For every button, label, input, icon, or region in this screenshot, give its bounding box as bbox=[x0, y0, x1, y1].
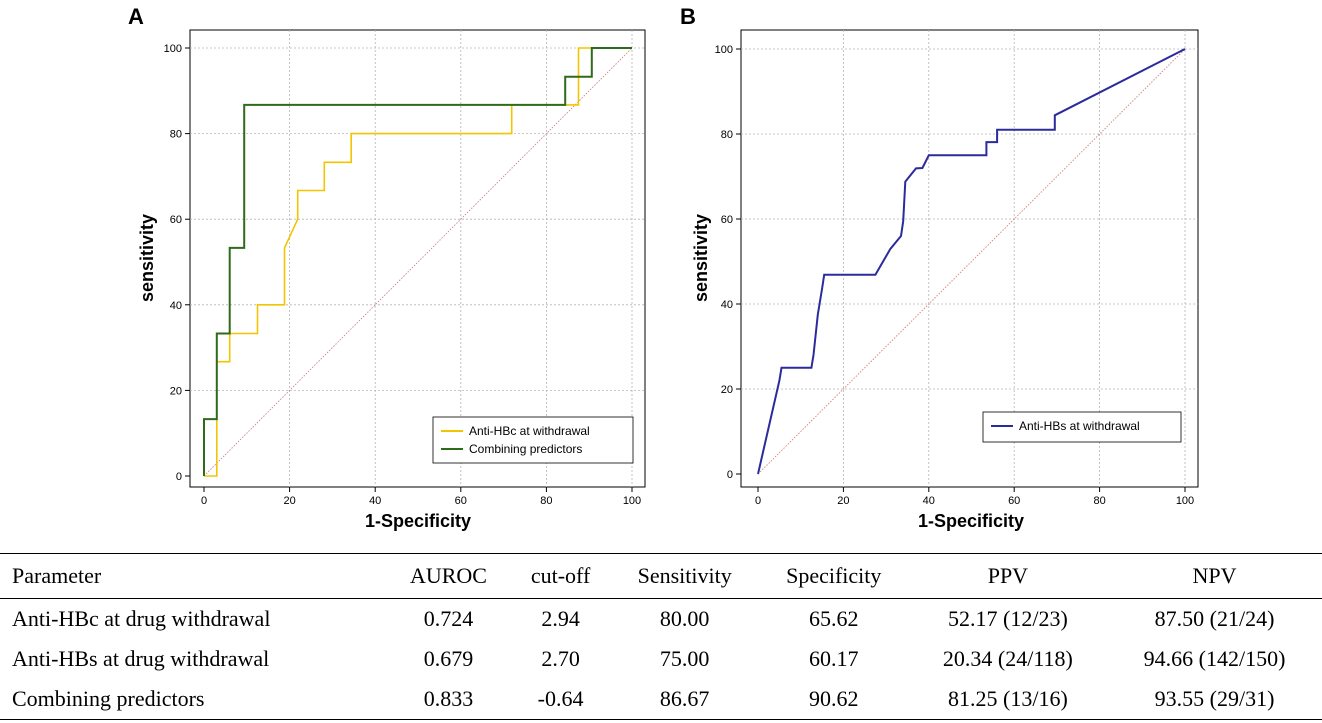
cell-specificity: 65.62 bbox=[809, 606, 859, 631]
header-specificity: Specificity bbox=[786, 563, 882, 588]
cell-npv: 93.55 (29/31) bbox=[1154, 686, 1275, 711]
table-header-row: Parameter AUROC cut-off Sensitivity Spec… bbox=[0, 553, 1322, 599]
panel-b-x-tick-label: 80 bbox=[1093, 495, 1105, 507]
cell-auroc: 0.833 bbox=[423, 686, 474, 711]
cell-parameter: Combining predictors bbox=[12, 686, 205, 711]
cell-sensitivity: 86.67 bbox=[659, 686, 710, 711]
panel-a-y-tick-label: 20 bbox=[170, 385, 182, 397]
panel-b-y-tick-label: 60 bbox=[721, 214, 733, 226]
cell-sensitivity: 80.00 bbox=[659, 606, 710, 631]
cell-parameter: Anti-HBs at drug withdrawal bbox=[12, 646, 270, 671]
panel-b-y-tick-label: 100 bbox=[715, 44, 733, 56]
panel-b-y-axis-label: sensitivity bbox=[691, 214, 711, 302]
panel-a-y-tick-label: 60 bbox=[170, 214, 182, 226]
panel-b-y-tick-label: 80 bbox=[721, 129, 733, 141]
cell-specificity: 60.17 bbox=[809, 646, 859, 671]
panel-a-x-tick-label: 100 bbox=[623, 495, 641, 507]
cell-ppv: 20.34 (24/118) bbox=[942, 646, 1073, 671]
panel-a-letter: A bbox=[128, 4, 144, 29]
cell-cutoff: 2.70 bbox=[541, 646, 580, 671]
cell-sensitivity: 75.00 bbox=[659, 646, 710, 671]
panel-b-plot-frame bbox=[740, 29, 1199, 488]
results-table: Parameter AUROC cut-off Sensitivity Spec… bbox=[0, 553, 1322, 720]
cell-ppv: 81.25 (13/16) bbox=[948, 686, 1068, 711]
cell-specificity: 90.62 bbox=[809, 686, 859, 711]
cell-ppv: 52.17 (12/23) bbox=[948, 606, 1068, 631]
panel-b-letter: B bbox=[680, 4, 696, 29]
header-auroc: AUROC bbox=[409, 563, 487, 588]
panel-a-x-tick-label: 60 bbox=[455, 495, 467, 507]
cell-npv: 87.50 (21/24) bbox=[1154, 606, 1275, 631]
panel-a-x-tick-label: 0 bbox=[201, 495, 207, 507]
cell-cutoff: 2.94 bbox=[541, 606, 580, 631]
header-ppv: PPV bbox=[987, 563, 1029, 588]
panel-b-x-tick-label: 20 bbox=[837, 495, 849, 507]
panel-a-y-tick-label: 0 bbox=[176, 471, 182, 483]
panel-a-x-tick-label: 20 bbox=[283, 495, 295, 507]
header-parameter: Parameter bbox=[12, 563, 102, 588]
panel-a-x-tick-label: 80 bbox=[540, 495, 552, 507]
panel-a-series-line-1 bbox=[204, 47, 632, 477]
panel-b-y-tick-label: 20 bbox=[721, 384, 733, 396]
panel-a-x-tick-label: 40 bbox=[369, 495, 381, 507]
panel-a-series-line-2 bbox=[203, 47, 632, 476]
cell-auroc: 0.679 bbox=[423, 646, 474, 671]
panel-b-y-tick-label: 40 bbox=[721, 299, 733, 311]
table-row: Anti-HBs at drug withdrawal 0.679 2.70 7… bbox=[0, 639, 1322, 679]
panel-b-x-tick-label: 0 bbox=[755, 495, 761, 507]
panel-b-x-tick-label: 100 bbox=[1176, 495, 1194, 507]
panel-b-x-tick-label: 60 bbox=[1008, 495, 1020, 507]
panel-a-plot-frame bbox=[189, 29, 646, 488]
table-row: Combining predictors 0.833 -0.64 86.67 9… bbox=[0, 679, 1322, 720]
panel-a-legend-label-1: Anti-HBc at withdrawal bbox=[469, 424, 590, 438]
panel-a-x-axis-label: 1-Specificity bbox=[365, 511, 471, 531]
panel-b-x-tick-label: 40 bbox=[923, 495, 935, 507]
panel-a-legend-label-2: Combining predictors bbox=[469, 442, 582, 456]
cell-auroc: 0.724 bbox=[423, 606, 474, 631]
table-row: Anti-HBc at drug withdrawal 0.724 2.94 8… bbox=[0, 599, 1322, 640]
panel-b-series-line-1 bbox=[757, 48, 1186, 475]
header-sensitivity: Sensitivity bbox=[637, 563, 732, 588]
panel-b-legend-label-1: Anti-HBs at withdrawal bbox=[1019, 419, 1140, 433]
panel-b-y-tick-label: 0 bbox=[727, 469, 733, 481]
cell-cutoff: -0.64 bbox=[537, 686, 584, 711]
panel-a-y-tick-label: 100 bbox=[164, 43, 182, 55]
cell-npv: 94.66 (142/150) bbox=[1143, 646, 1286, 671]
panel-a-legend-box bbox=[432, 416, 634, 464]
panel-b-x-axis-label: 1-Specificity bbox=[918, 511, 1024, 531]
cell-parameter: Anti-HBc at drug withdrawal bbox=[12, 606, 271, 631]
header-cutoff: cut-off bbox=[530, 563, 591, 588]
panel-a-y-axis-label: sensitivity bbox=[137, 214, 157, 302]
panel-a-reference-line bbox=[203, 47, 633, 477]
panel-b-legend-box bbox=[982, 411, 1182, 443]
panel-b-reference-line bbox=[757, 48, 1186, 475]
panel-a-y-tick-label: 80 bbox=[170, 129, 182, 141]
header-npv: NPV bbox=[1192, 563, 1237, 588]
roc-figure: A 0 20 40 60 80 100 0 20 40 60 80 100 1-Specificity se… bbox=[128, 4, 1199, 531]
panel-a-y-tick-label: 40 bbox=[170, 300, 182, 312]
